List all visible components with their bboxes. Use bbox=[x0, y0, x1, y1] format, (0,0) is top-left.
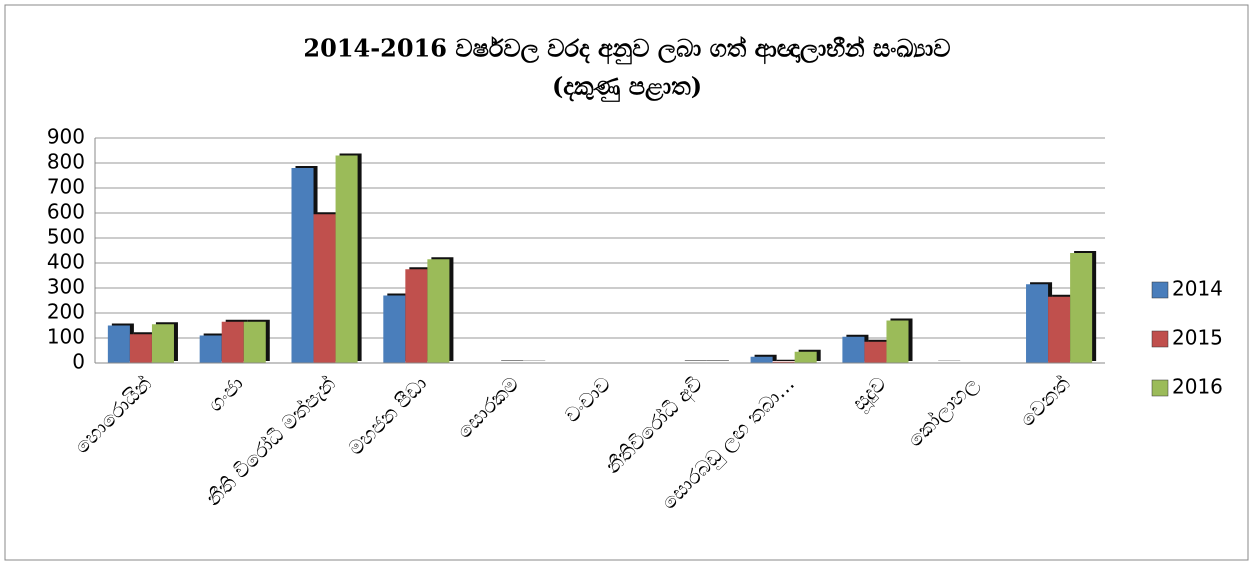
legend-label: 2014 bbox=[1172, 277, 1223, 301]
bar bbox=[151, 324, 174, 363]
legend-swatch bbox=[1151, 379, 1169, 397]
bar bbox=[1026, 284, 1049, 363]
bar bbox=[1070, 253, 1093, 363]
chart-border bbox=[4, 4, 1249, 561]
y-tick-label: 300 bbox=[47, 275, 85, 299]
bar bbox=[864, 341, 887, 363]
bar bbox=[772, 361, 795, 363]
bar bbox=[129, 334, 152, 363]
bar bbox=[291, 168, 314, 363]
legend-swatch bbox=[1151, 330, 1169, 348]
legend-label: 2016 bbox=[1172, 375, 1223, 399]
y-tick-label: 500 bbox=[47, 225, 85, 249]
bar bbox=[335, 155, 358, 363]
bar bbox=[383, 295, 406, 363]
y-tick-label: 600 bbox=[47, 200, 85, 224]
bar bbox=[427, 259, 450, 363]
y-tick-label: 900 bbox=[47, 125, 85, 149]
bar bbox=[886, 320, 909, 363]
bar bbox=[107, 325, 130, 363]
bar bbox=[1048, 296, 1071, 363]
bar bbox=[794, 351, 817, 363]
chart-title: 2014-2016 වර්ෂවල වරද අනුව ලබා ගත් ආඥාලාභ… bbox=[303, 34, 950, 65]
y-tick-label: 100 bbox=[47, 325, 85, 349]
bar bbox=[842, 336, 865, 363]
bar bbox=[221, 321, 244, 363]
y-tick-label: 400 bbox=[47, 250, 85, 274]
legend-label: 2015 bbox=[1172, 326, 1223, 350]
legend-swatch bbox=[1151, 281, 1169, 299]
bar bbox=[313, 214, 336, 363]
y-tick-label: 200 bbox=[47, 300, 85, 324]
y-tick-label: 800 bbox=[47, 150, 85, 174]
y-tick-label: 0 bbox=[72, 350, 85, 374]
y-tick-label: 700 bbox=[47, 175, 85, 199]
bar bbox=[405, 269, 428, 363]
chart-subtitle: (දකුණු පළාත) bbox=[552, 72, 702, 103]
bar bbox=[750, 356, 773, 363]
bar bbox=[199, 335, 222, 363]
bar bbox=[243, 321, 266, 363]
